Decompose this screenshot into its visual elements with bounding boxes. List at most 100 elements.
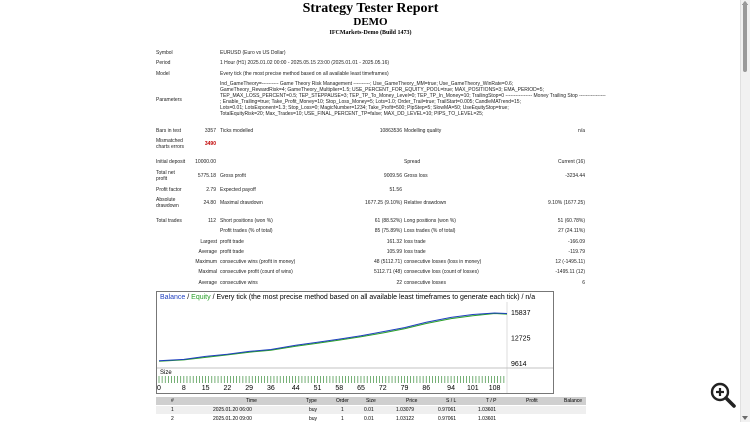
vertical-scrollbar[interactable] [740, 0, 750, 422]
parameters-line: TEP_MAX_LOSS_PERCENT=0.5; TEP_STEPPAUSE=… [220, 93, 606, 99]
col-header-sl: S / L [446, 398, 457, 404]
average-loss-value: -119.79 [568, 249, 585, 255]
x-tick-label: 51 [314, 385, 322, 392]
scrollbar-thumb[interactable] [743, 2, 747, 72]
x-tick-label: 101 [467, 385, 479, 392]
table-row: 2 2025.01.20 09:00 buy 1 0.01 1.03122 0.… [156, 415, 586, 422]
cell-number: 1 [171, 407, 174, 413]
legend-separator: / [187, 294, 190, 301]
x-tick-label: 65 [357, 385, 365, 392]
cell-number: 2 [171, 416, 174, 422]
bars-label: Bars in test [156, 128, 182, 134]
max-consecutive-losses-value: 12 (-1495.11) [555, 259, 585, 265]
x-tick-label: 79 [401, 385, 409, 392]
average-loss-label: loss trade [404, 249, 426, 255]
legend-balance: Balance [160, 294, 186, 301]
largest-loss-label: loss trade [404, 239, 426, 245]
cell-type: buy [309, 407, 318, 413]
short-positions-label: Short positions (won %) [220, 218, 273, 224]
quality-value: n/a [578, 128, 585, 134]
profit-trades-value: 85 (75.89%) [374, 228, 402, 234]
x-tick-label: 0 [157, 385, 161, 392]
average-consecutive-losses-value: 6 [582, 280, 585, 286]
maximum-label: Maximum [195, 259, 217, 265]
largest-profit-label: profit trade [220, 239, 244, 245]
cell-tp: 1.03601 [478, 407, 497, 413]
chart-title-text: Every tick (the most precise method base… [216, 294, 536, 301]
largest-label: Largest [200, 239, 217, 245]
col-header-order: Order [336, 398, 349, 404]
absolute-drawdown-value: 24.80 [203, 200, 216, 206]
gross-profit-value: 9009.56 [383, 173, 402, 179]
x-tick-label: 108 [489, 385, 501, 392]
average-consecutive-wins-label: consecutive wins [220, 280, 258, 286]
initial-deposit-label: Initial deposit [156, 159, 186, 165]
period-label: Period [156, 60, 171, 66]
col-header-balance: Balance [564, 398, 583, 404]
y-tick-label: 15837 [511, 310, 531, 317]
series-line-balance [158, 312, 508, 362]
loss-trades-value: 27 (24.11%) [558, 228, 585, 234]
maximal-consecutive-profit-label: consecutive profit (count of wins) [220, 269, 293, 275]
cell-order: 1 [341, 407, 344, 413]
x-tick-label: 58 [335, 385, 343, 392]
parameters-line: Lots=0.01; LotsExponent=1.3; Stop_Loss=0… [220, 105, 509, 111]
parameters-label: Parameters [156, 97, 182, 103]
average-consecutive-wins-value: 22 [396, 280, 402, 286]
col-header-time: Time [246, 398, 257, 404]
gross-profit-label: Gross profit [220, 173, 246, 179]
table-header: # Time Type Order Size Price S / L T / P… [156, 397, 586, 405]
ticks-label: Ticks modelled [220, 128, 254, 134]
expected-payoff-value: 51.56 [389, 187, 402, 193]
zoom-button[interactable] [710, 382, 736, 408]
mismatch-label: charts errors [156, 144, 185, 150]
profit-factor-label: Profit factor [156, 187, 182, 193]
short-positions-value: 61 (88.52%) [374, 218, 402, 224]
mismatch-value: 3490 [204, 141, 216, 147]
cell-tp: 1.03601 [478, 416, 497, 422]
total-trades-value: 112 [208, 218, 216, 224]
size-panel-label: Size [160, 370, 172, 376]
chart-plot: 15837 12725 9614 Size 0 8 15 22 29 36 44 51 58 65 72 79… [157, 302, 553, 393]
expected-payoff-label: Expected payoff [220, 187, 256, 193]
x-tick-label: 22 [223, 385, 231, 392]
maximal-drawdown-value: 1677.25 (9.10%) [365, 200, 402, 206]
legend-separator: / [212, 294, 215, 301]
x-tick-label: 15 [202, 385, 210, 392]
average-consecutive-losses-label: consecutive losses [404, 280, 446, 286]
x-tick-label: 94 [447, 385, 455, 392]
cell-price: 1.03122 [396, 416, 415, 422]
x-tick-label: 29 [245, 385, 253, 392]
cell-size: 0.01 [364, 416, 374, 422]
col-header-type: Type [306, 398, 317, 404]
x-tick-label: 72 [379, 385, 387, 392]
series-line-equity [158, 312, 508, 362]
parameters-line: GameTheory_RewardRisk=4; GameTheory_Mult… [220, 87, 544, 93]
model-label: Model [156, 71, 170, 77]
total-net-profit-label: profit [156, 176, 168, 182]
spread-value: Current (16) [558, 159, 585, 165]
max-consecutive-losses-label: consecutive losses (loss in money) [404, 259, 482, 265]
largest-loss-value: -166.09 [568, 239, 585, 245]
model-value: Every tick (the most precise method base… [220, 71, 389, 77]
x-tick-label: 44 [292, 385, 300, 392]
balance-chart: Balance / Equity / Every tick (the most … [156, 291, 554, 394]
y-tick-label: 12725 [511, 336, 531, 343]
profit-factor-value: 2.79 [206, 187, 216, 193]
report-title: Strategy Tester Report [302, 1, 439, 16]
profit-trades-label: Profit trades (% of total) [220, 228, 273, 234]
maximal-consecutive-loss-label: consecutive loss (count of losses) [404, 269, 479, 275]
y-tick-label: 9614 [511, 361, 527, 368]
relative-drawdown-value: 9.10% (1677.25) [548, 200, 585, 206]
bars-value: 3357 [204, 128, 216, 134]
total-net-profit-label: Total net [156, 170, 175, 176]
spread-label: Spread [404, 159, 421, 165]
ticks-value: 10863536 [379, 128, 402, 134]
scroll-down-arrow-icon[interactable] [742, 416, 748, 420]
largest-profit-value: 161.32 [386, 239, 402, 245]
x-tick-label: 86 [422, 385, 430, 392]
loss-trades-label: Loss trades (% of total) [404, 228, 456, 234]
long-positions-label: Long positions (won %) [404, 218, 456, 224]
cell-type: buy [309, 416, 318, 422]
